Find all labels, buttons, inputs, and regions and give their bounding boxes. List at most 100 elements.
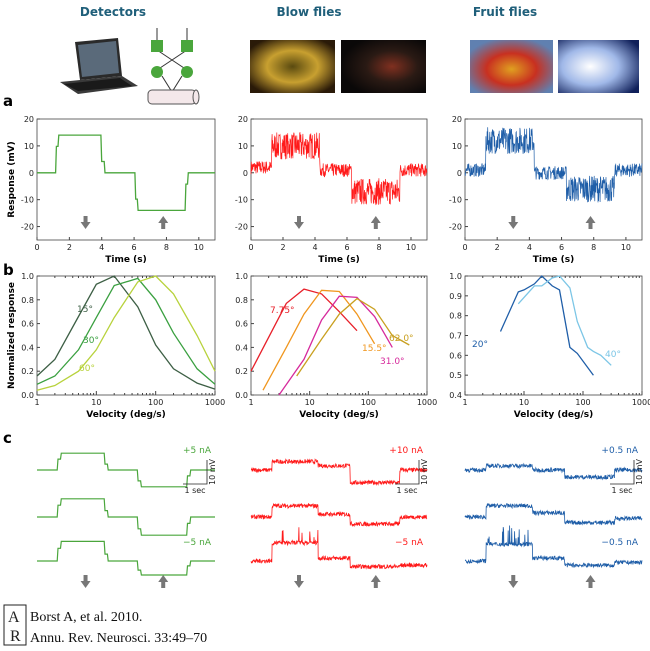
y-tick-label: 0.2 [21, 367, 34, 376]
x-axis-label: Velocity (deg/s) [514, 410, 593, 420]
y-tick-label: -10 [449, 196, 462, 205]
x-tick-label: 2 [280, 243, 285, 252]
x-tick-label: 0 [34, 243, 39, 252]
plot-frame [250, 275, 428, 396]
svg-text:R: R [10, 628, 21, 645]
current-injection-trace [464, 525, 643, 569]
y-tick-label: 20 [24, 115, 34, 124]
column-header-fruit-flies: Fruit flies [473, 5, 537, 19]
x-tick-label: 6 [344, 243, 349, 252]
y-axis-label: Response (mV) [7, 141, 17, 218]
current-label: +5 nA [183, 446, 212, 456]
x-axis-label: Velocity (deg/s) [299, 410, 378, 420]
scale-bar-time-label: 1 sec [396, 486, 417, 495]
series-label: 62.0° [389, 334, 414, 344]
x-tick-label: 4 [99, 243, 104, 252]
y-tick-label: 0 [29, 169, 34, 178]
scale-bar-time-label: 1 sec [184, 486, 205, 495]
panel-a-chart-0: 0 2 4 6 8 10 -20 -10 0 10 20 Time (s) Response (mV) [7, 115, 216, 265]
y-tick-label: 1.0 [21, 272, 34, 281]
x-tick-label: 10 [406, 243, 416, 252]
panel-c-chart-0: +5 nA −5 nA 10 mV1 sec [37, 446, 217, 588]
response-trace [464, 127, 643, 203]
current-injection-trace [37, 498, 215, 536]
y-tick-label: 0.4 [449, 391, 462, 400]
series-label: 60° [79, 364, 95, 374]
series-line-1 [36, 277, 216, 385]
series-line-0 [499, 275, 594, 376]
plot-frame [36, 118, 216, 241]
series-label: 7.75° [270, 306, 295, 316]
stimulus-arrow-down [80, 575, 91, 588]
x-tick-label: 4 [527, 243, 532, 252]
x-axis-label: Time (s) [105, 255, 146, 265]
x-tick-label: 8 [591, 243, 596, 252]
x-tick-label: 8 [376, 243, 381, 252]
y-tick-label: 0.6 [21, 320, 34, 329]
x-tick-label: 1000 [417, 398, 437, 407]
current-label: −5 nA [183, 538, 212, 548]
stimulus-arrow-down [508, 575, 519, 588]
current-label: +0.5 nA [601, 446, 638, 456]
x-tick-label: 10 [305, 398, 315, 407]
panel-b-chart-2: 1 10 100 1000 0.4 0.5 0.6 0.7 0.8 0.9 1.0 Velocity … [449, 272, 650, 420]
stimulus-arrow-up [585, 575, 596, 588]
stimulus-arrow-up [370, 575, 381, 588]
x-tick-label: 10 [194, 243, 204, 252]
y-tick-label: 0.0 [21, 391, 34, 400]
series-line-1 [262, 289, 376, 391]
x-tick-label: 10 [519, 398, 529, 407]
y-tick-label: 0.8 [449, 312, 462, 321]
current-label: −0.5 nA [601, 538, 638, 548]
y-tick-label: 20 [452, 115, 462, 124]
series-label: 40° [605, 350, 621, 360]
x-tick-label: 2 [67, 243, 72, 252]
current-injection-trace [37, 452, 215, 488]
x-tick-label: 6 [559, 243, 564, 252]
y-tick-label: 10 [238, 142, 248, 151]
x-axis-label: Velocity (deg/s) [86, 410, 165, 420]
x-tick-label: 1 [462, 398, 467, 407]
series-line-1 [517, 275, 612, 366]
series-line-2 [36, 275, 216, 391]
y-tick-label: 0.4 [235, 343, 248, 352]
y-tick-label: 0.8 [235, 296, 248, 305]
x-tick-label: 1 [34, 398, 39, 407]
fruit-fly-neuron-photo [558, 40, 639, 93]
scale-bar [395, 460, 420, 485]
x-tick-label: 1000 [632, 398, 650, 407]
scale-bar [183, 460, 208, 485]
stimulus-arrow-up [158, 216, 169, 229]
x-tick-label: 8 [164, 243, 169, 252]
current-injection-trace [464, 462, 643, 481]
x-tick-label: 6 [132, 243, 137, 252]
x-tick-label: 0 [462, 243, 467, 252]
current-label: +10 nA [389, 446, 424, 456]
blow-fly-head-photo [250, 40, 335, 93]
response-trace [250, 131, 428, 206]
x-tick-label: 100 [148, 398, 163, 407]
y-tick-label: -20 [21, 223, 34, 232]
current-label: −5 nA [395, 538, 424, 548]
scale-bar-voltage-label: 10 mV [420, 458, 429, 485]
x-tick-label: 100 [361, 398, 376, 407]
series-label: 30° [83, 336, 99, 346]
column-header-blow-flies: Blow flies [276, 5, 341, 19]
series-label: 15° [77, 305, 93, 315]
scale-bar-time-label: 1 sec [611, 486, 632, 495]
stimulus-arrow-down [294, 575, 304, 588]
panel-label-c: c [3, 429, 12, 447]
y-tick-label: 0.8 [21, 296, 34, 305]
y-tick-label: 0.0 [235, 391, 248, 400]
panel-label-a: a [3, 92, 13, 110]
y-axis-label: Normalized response [7, 282, 17, 389]
stimulus-arrow-down [294, 216, 304, 229]
x-tick-label: 4 [312, 243, 317, 252]
x-tick-label: 2 [495, 243, 500, 252]
y-tick-label: 1.0 [235, 272, 248, 281]
y-tick-label: 0.4 [21, 343, 34, 352]
y-tick-label: 10 [452, 142, 462, 151]
plot-frame [36, 275, 216, 396]
series-label: 20° [472, 340, 488, 350]
